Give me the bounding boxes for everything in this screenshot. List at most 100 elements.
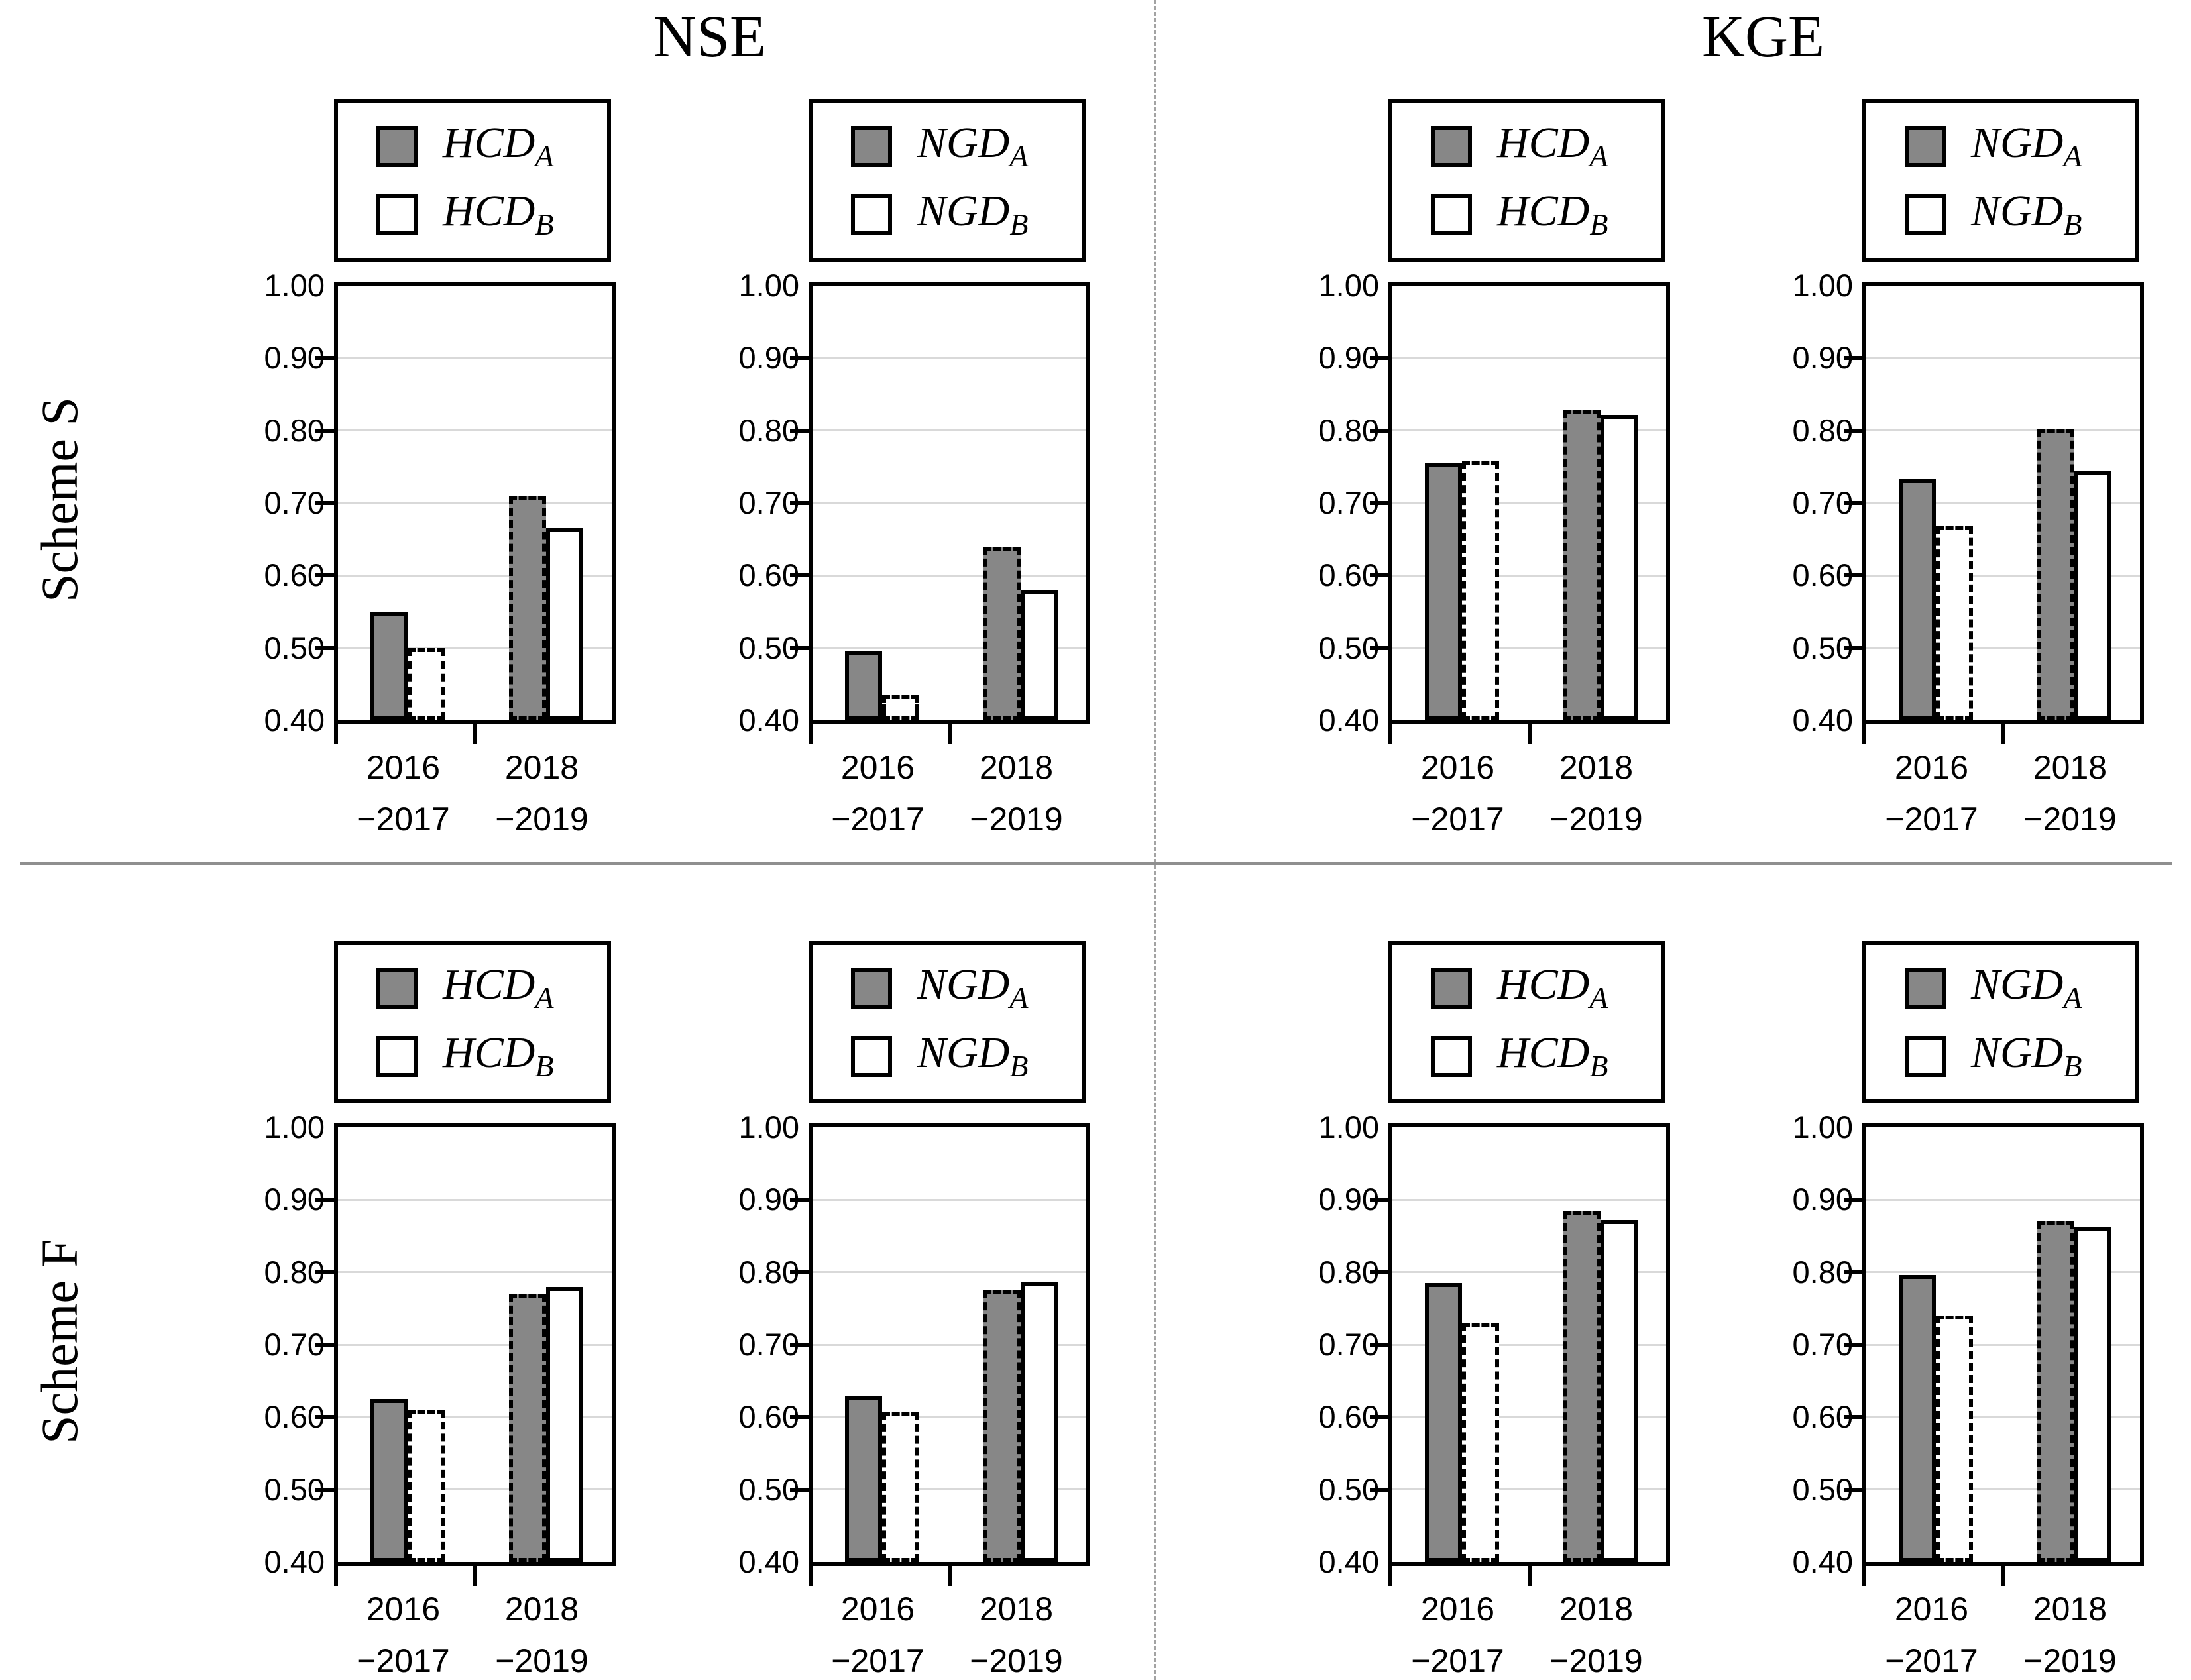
- horizontal-divider: [20, 862, 2172, 865]
- x-axis-labels: 2016 −2017 2018 −2019: [1388, 742, 1665, 858]
- legend-scheme-f-nse-hcd: HCDA HCDB: [334, 941, 611, 1103]
- y-tick-mark: [1370, 428, 1388, 433]
- y-tick-mark: [1370, 1198, 1388, 1202]
- plot-area-scheme-f-kge-ngd: [1844, 1123, 2144, 1586]
- gridline: [1866, 647, 2140, 649]
- legend-entry-hcd-b: HCDB: [1431, 189, 1661, 240]
- x-category-label: 2016 −2017: [1411, 1591, 1504, 1679]
- plot-area-scheme-s-nse-ngd: [790, 282, 1090, 744]
- gridline: [1392, 574, 1666, 577]
- y-tick-label: 0.40: [264, 1544, 325, 1579]
- panel-scheme-f-nse-hcd: HCDA HCDB 1.00 0.90 0.80 0.70 0.60 0.50 0.40 2016…: [254, 941, 616, 1680]
- y-tick-mark: [1370, 645, 1388, 650]
- x-axis-centre-tick: [1527, 1566, 1532, 1586]
- legend-entry-ngd-b: NGDB: [1905, 189, 2135, 240]
- x-axis-centre-tick: [473, 724, 477, 744]
- panel-scheme-s-kge-hcd: HCDA HCDB 1.00 0.90 0.80 0.70 0.60 0.50 0.40 2016…: [1309, 99, 1670, 858]
- bar-hcd_a-2016-2017: [1424, 1283, 1462, 1562]
- x-axis-corner-tick: [809, 1566, 813, 1586]
- y-tick-mark: [315, 645, 334, 650]
- plot-area-scheme-s-kge-hcd: [1370, 282, 1670, 744]
- legend-scheme-s-kge-hcd: HCDA HCDB: [1388, 99, 1665, 262]
- x-category-label: 2018 −2019: [495, 1591, 589, 1679]
- y-tick-mark: [315, 1415, 334, 1420]
- y-tick-mark: [315, 1487, 334, 1492]
- legend-entry-ngd-a: NGDA: [851, 960, 1082, 1015]
- y-tick-label: 0.50: [264, 630, 325, 665]
- y-tick-label: 0.80: [738, 1254, 799, 1290]
- y-tick-label: 0.80: [264, 1254, 325, 1290]
- bar-ngd_a-2018-2019: [983, 546, 1021, 720]
- y-axis-labels: 1.00 0.90 0.80 0.70 0.60 0.50 0.40: [1783, 270, 1862, 736]
- bar-hcd_a-2018-2019: [1563, 410, 1601, 720]
- white-swatch-icon: [1431, 1036, 1472, 1078]
- gridline: [338, 429, 612, 432]
- gridline: [1392, 502, 1666, 504]
- x-axis-corner-tick: [1862, 1566, 1866, 1586]
- x-category-label: 2018 −2019: [1549, 749, 1643, 838]
- white-swatch-icon: [1905, 194, 1946, 236]
- legend-label: NGDA: [1971, 960, 2082, 1015]
- gridline: [1392, 1488, 1666, 1491]
- y-tick-mark: [1370, 1487, 1388, 1492]
- y-tick-mark: [790, 1487, 809, 1492]
- legend-entry-ngd-b: NGDB: [1905, 1031, 2135, 1082]
- gridline: [1866, 1271, 2140, 1274]
- y-tick-label: 0.50: [1318, 630, 1379, 665]
- y-tick-label: 0.80: [738, 412, 799, 448]
- y-tick-mark: [790, 1198, 809, 1202]
- legend-scheme-s-nse-ngd: NGDA NGDB: [809, 99, 1086, 262]
- gridline: [813, 647, 1086, 649]
- plot-area-scheme-s-kge-ngd: [1844, 282, 2144, 744]
- x-axis-labels: 2016 −2017 2018 −2019: [1862, 742, 2139, 858]
- y-tick-label: 0.70: [738, 485, 799, 520]
- gridline: [1392, 1271, 1666, 1274]
- y-tick-label: 0.90: [738, 1182, 799, 1217]
- y-tick-label: 0.90: [264, 1182, 325, 1217]
- legend-label: NGDB: [1971, 1028, 2082, 1084]
- y-tick-mark: [1844, 356, 1862, 361]
- gridline: [1392, 1343, 1666, 1346]
- y-axis-labels: 1.00 0.90 0.80 0.70 0.60 0.50 0.40: [254, 270, 334, 736]
- panel-scheme-s-kge-ngd: NGDA NGDB 1.00 0.90 0.80 0.70 0.60 0.50 0.40 2016…: [1783, 99, 2144, 858]
- y-tick-mark: [790, 356, 809, 361]
- plot-area-scheme-f-kge-hcd: [1370, 1123, 1670, 1586]
- bar-ngd_a-2016-2017: [844, 1395, 882, 1562]
- legend-label: NGDA: [917, 960, 1029, 1015]
- y-tick-label: 1.00: [1318, 1109, 1379, 1145]
- bar-ngd_a-2018-2019: [2037, 429, 2074, 720]
- y-tick-label: 0.40: [1318, 702, 1379, 738]
- x-category-label: 2018 −2019: [970, 749, 1063, 838]
- bar-hcd_b-2016-2017: [1461, 1323, 1499, 1562]
- gridline: [1866, 357, 2140, 359]
- y-tick-mark: [1370, 1343, 1388, 1347]
- y-tick-mark: [1844, 1415, 1862, 1420]
- gridline: [813, 1198, 1086, 1201]
- gridline: [813, 357, 1086, 359]
- gridline: [338, 1198, 612, 1201]
- legend-entry-ngd-a: NGDA: [851, 121, 1082, 172]
- legend-entry-ngd-b: NGDB: [851, 1031, 1082, 1082]
- y-tick-label: 0.70: [1792, 485, 1853, 520]
- x-category-label: 2018 −2019: [495, 749, 589, 838]
- x-category-label: 2016 −2017: [1885, 1591, 1978, 1679]
- y-tick-label: 0.90: [1318, 1182, 1379, 1217]
- legend-label: HCDB: [443, 186, 554, 242]
- y-tick-label: 0.90: [1792, 1182, 1853, 1217]
- legend-scheme-s-nse-hcd: HCDA HCDB: [334, 99, 611, 262]
- bar-hcd_b-2018-2019: [1600, 414, 1638, 720]
- gridline: [1866, 574, 2140, 577]
- x-axis-labels: 2016 −2017 2018 −2019: [1862, 1583, 2139, 1680]
- bar-hcd_b-2018-2019: [545, 528, 583, 720]
- gridline: [813, 1488, 1086, 1491]
- gridline: [1866, 1343, 2140, 1346]
- y-tick-mark: [315, 428, 334, 433]
- gridline: [1866, 1488, 2140, 1491]
- x-axis-labels: 2016 −2017 2018 −2019: [1388, 1583, 1665, 1680]
- y-tick-mark: [315, 356, 334, 361]
- x-category-label: 2016 −2017: [831, 1591, 925, 1679]
- y-tick-mark: [315, 1270, 334, 1274]
- vertical-dashed-divider: [1154, 0, 1156, 1680]
- y-tick-label: 0.40: [264, 702, 325, 738]
- y-tick-mark: [1370, 356, 1388, 361]
